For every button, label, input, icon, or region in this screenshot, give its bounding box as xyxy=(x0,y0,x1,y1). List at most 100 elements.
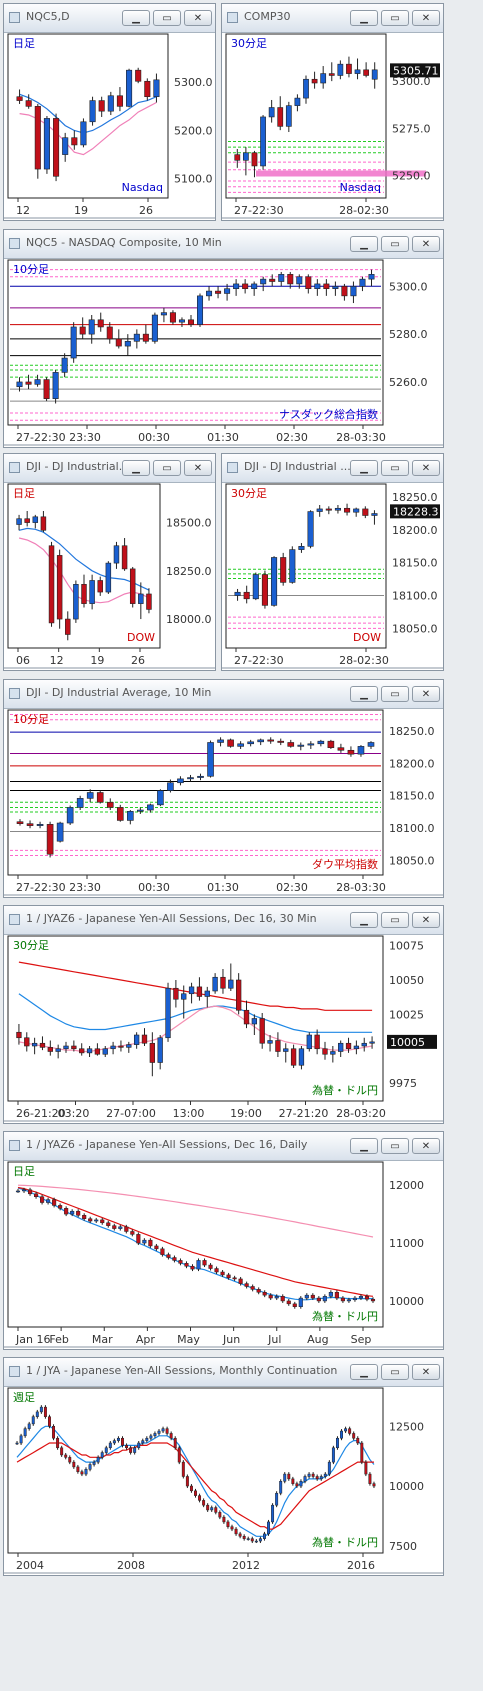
price-chart[interactable]: 5300.0 5200.0 5100.0 12 19 26 日足 Nasdaq xyxy=(4,32,215,220)
window-buttons: ▁ ▭ ✕ xyxy=(350,460,440,476)
minimize-button[interactable]: ▁ xyxy=(122,10,150,26)
y-tick-label: 18100.0 xyxy=(392,590,438,603)
restore-button[interactable]: ▭ xyxy=(381,1364,409,1380)
candle-down xyxy=(226,1521,230,1527)
x-tick-label: 23:30 xyxy=(69,431,101,444)
chart-window-comp-30min[interactable]: COMP30 ▁ ▭ ✕ 5300.0 5275.0 5250.0 5305.71 27… xyxy=(221,3,444,221)
close-button[interactable]: ✕ xyxy=(412,236,440,252)
restore-button[interactable]: ▭ xyxy=(381,912,409,928)
close-button[interactable]: ✕ xyxy=(412,1138,440,1154)
candle-up xyxy=(267,1040,273,1044)
candle-down xyxy=(97,580,103,593)
price-chart[interactable]: 12000 11000 10000 Jan 16 Feb Mar Apr May Jun Jul A… xyxy=(4,1160,443,1349)
candle-up xyxy=(31,1042,38,1047)
chart-window-yen-daily[interactable]: 1 / JYAZ6 - Japanese Yen-All Sessions, D… xyxy=(3,1131,444,1350)
candle-down xyxy=(262,1292,267,1296)
price-flag-label: 18228.3 xyxy=(393,505,439,518)
candle-down xyxy=(173,1437,177,1449)
chart-window-yen-monthly[interactable]: 1 / JYA - Japanese Yen-All Sessions, Mon… xyxy=(3,1357,444,1576)
window-titlebar[interactable]: NQC5,D ▁ ▭ ✕ xyxy=(4,4,215,33)
price-chart[interactable]: 12500 10000 7500 2004 2008 2012 2016 週足 為替・ドル円 xyxy=(4,1386,443,1575)
close-button[interactable]: ✕ xyxy=(412,10,440,26)
chart-window-dow-30min[interactable]: DJI - DJ Industrial ... ▁ ▭ ✕ 18250.0 182… xyxy=(221,453,444,671)
moving-average-line xyxy=(18,1005,373,1053)
minimize-button[interactable]: ▁ xyxy=(350,912,378,928)
minimize-button[interactable]: ▁ xyxy=(350,460,378,476)
price-flag xyxy=(390,63,440,78)
window-title: NQC5,D xyxy=(26,10,70,23)
candle-up xyxy=(105,562,112,593)
close-button[interactable]: ✕ xyxy=(412,1364,440,1380)
restore-button[interactable]: ▭ xyxy=(381,460,409,476)
candle-down xyxy=(287,742,295,747)
restore-button[interactable]: ▭ xyxy=(153,460,181,476)
minimize-button[interactable]: ▁ xyxy=(350,1138,378,1154)
y-tick-label: 10000 xyxy=(389,1295,424,1308)
price-chart[interactable]: 18250.0 18200.0 18150.0 18100.0 18050.0 18228… xyxy=(222,482,443,670)
candle-down xyxy=(115,338,122,347)
price-chart[interactable]: 5300.0 5275.0 5250.0 5305.71 27-22:30 28-02:3… xyxy=(222,32,443,220)
candle-down xyxy=(215,290,222,294)
candle-down xyxy=(325,508,332,511)
close-button[interactable]: ✕ xyxy=(412,460,440,476)
price-chart[interactable]: 1007510050100251000599751000526-21:2003:… xyxy=(4,934,443,1123)
candle-up xyxy=(70,326,77,359)
plot-area xyxy=(7,1161,384,1328)
minimize-button[interactable]: ▁ xyxy=(350,686,378,702)
window-titlebar[interactable]: DJI - DJ Industrial... ▁ ▭ ✕ xyxy=(4,454,215,483)
restore-button[interactable]: ▭ xyxy=(381,10,409,26)
candle-up xyxy=(344,1428,348,1432)
minimize-button[interactable]: ▁ xyxy=(122,460,150,476)
candle-up xyxy=(31,1416,35,1425)
window-titlebar[interactable]: DJI - DJ Industrial ... ▁ ▭ ✕ xyxy=(222,454,443,483)
candle-down xyxy=(16,821,24,824)
minimize-button[interactable]: ▁ xyxy=(350,236,378,252)
window-titlebar[interactable]: COMP30 ▁ ▭ ✕ xyxy=(222,4,443,33)
chart-window-yen-30min[interactable]: 1 / JYAZ6 - Japanese Yen-All Sessions, D… xyxy=(3,905,444,1124)
window-titlebar[interactable]: 1 / JYAZ6 - Japanese Yen-All Sessions, D… xyxy=(4,906,443,935)
restore-button[interactable]: ▭ xyxy=(381,1138,409,1154)
restore-button[interactable]: ▭ xyxy=(153,10,181,26)
restore-button[interactable]: ▭ xyxy=(381,236,409,252)
minimize-button[interactable]: ▁ xyxy=(350,10,378,26)
candle-down xyxy=(130,1231,135,1235)
x-tick-label: 19 xyxy=(90,654,104,667)
window-title: 1 / JYA - Japanese Yen-All Sessions, Mon… xyxy=(26,1364,338,1377)
price-chart[interactable]: 18500.0 18250.0 18000.0 06 12 19 26 日足 DOW xyxy=(4,482,215,670)
close-button[interactable]: ✕ xyxy=(184,10,212,26)
candle-down xyxy=(142,333,149,342)
price-chart[interactable]: 18250.0 18200.0 18150.0 18100.0 18050.0 27-22… xyxy=(4,708,443,897)
y-tick-label: 10000 xyxy=(389,1480,424,1493)
window-title: 1 / JYAZ6 - Japanese Yen-All Sessions, D… xyxy=(26,912,317,925)
plot-area xyxy=(225,483,387,649)
close-button[interactable]: ✕ xyxy=(412,912,440,928)
window-titlebar[interactable]: DJI - DJ Industrial Average, 10 Min ▁ ▭ … xyxy=(4,680,443,709)
candle-up xyxy=(157,1430,161,1434)
chart-window-nasdaq-10min[interactable]: NQC5 - NASDAQ Composite, 10 Min ▁ ▭ ✕ 53… xyxy=(3,229,444,448)
restore-button[interactable]: ▭ xyxy=(381,686,409,702)
candle-down xyxy=(82,1215,87,1219)
window-title: DJI - DJ Industrial Average, 10 Min xyxy=(26,686,212,699)
window-titlebar[interactable]: 1 / JYAZ6 - Japanese Yen-All Sessions, D… xyxy=(4,1132,443,1161)
window-titlebar[interactable]: 1 / JYA - Japanese Yen-All Sessions, Mon… xyxy=(4,1358,443,1387)
candle-down xyxy=(310,1294,315,1299)
candle-up xyxy=(275,1492,279,1506)
chart-window-dow-daily[interactable]: DJI - DJ Industrial... ▁ ▭ ✕ 18500.0 1825… xyxy=(3,453,216,671)
close-button[interactable]: ✕ xyxy=(412,686,440,702)
chart-window-dow-10min[interactable]: DJI - DJ Industrial Average, 10 Min ▁ ▭ … xyxy=(3,679,444,898)
minimize-button[interactable]: ▁ xyxy=(350,1364,378,1380)
candle-up xyxy=(27,1423,31,1429)
candle-up xyxy=(187,777,194,780)
candle-down xyxy=(40,516,47,531)
chart-window-nasdaq-daily[interactable]: NQC5,D ▁ ▭ ✕ 5300.0 5200.0 5100.0 12 19 26 日足 N… xyxy=(3,3,216,221)
candle-up xyxy=(66,807,74,824)
x-tick-label: 28-03:20 xyxy=(336,1107,386,1120)
candle-down xyxy=(124,1226,129,1232)
candle-down xyxy=(97,319,104,328)
candle-down xyxy=(234,154,241,161)
price-chart[interactable]: 5300.0 5280.0 5260.0 27-22:30 23:30 00:30 01:3… xyxy=(4,258,443,447)
close-button[interactable]: ✕ xyxy=(184,460,212,476)
minimize-icon: ▁ xyxy=(360,239,368,250)
timeframe-label: 30分足 xyxy=(231,37,267,50)
window-titlebar[interactable]: NQC5 - NASDAQ Composite, 10 Min ▁ ▭ ✕ xyxy=(4,230,443,259)
